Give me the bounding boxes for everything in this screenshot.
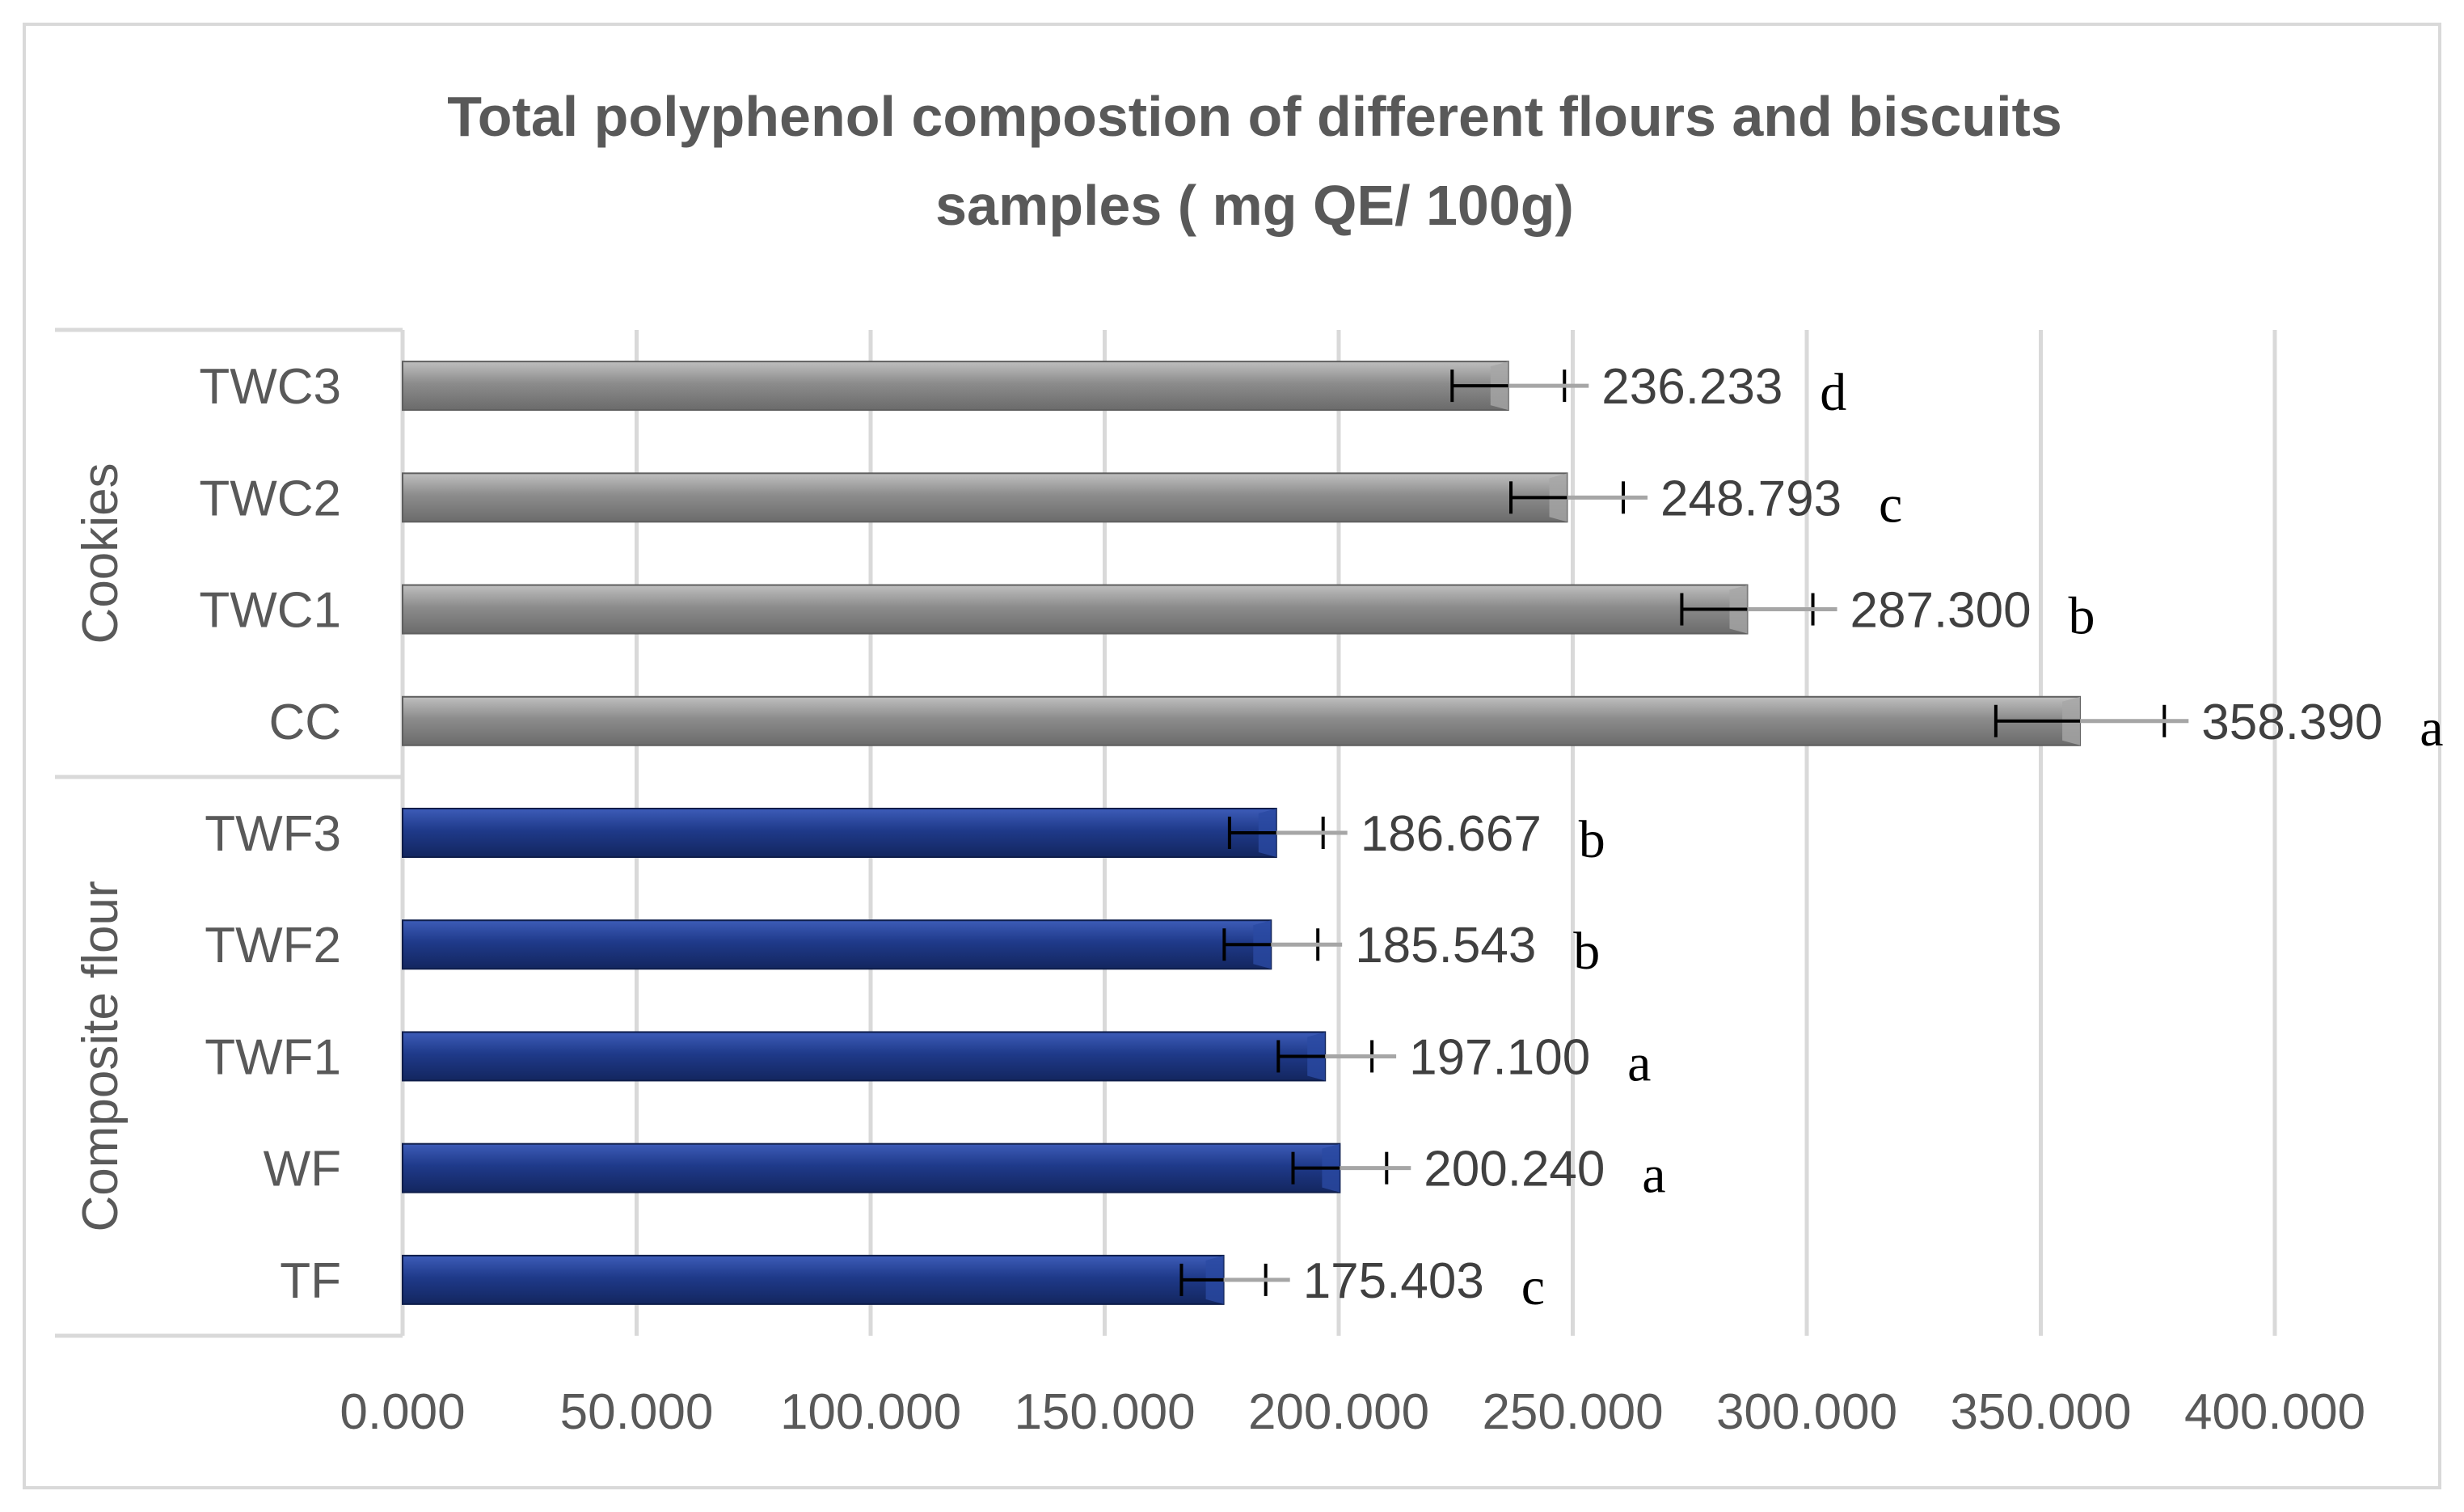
category-label: TWC3	[199, 359, 341, 415]
x-tick-label: 250.000	[1482, 1384, 1663, 1440]
category-label: CC	[268, 695, 341, 750]
x-tick-label: 100.000	[780, 1384, 961, 1440]
chart-title-line-1: Total polyphenol compostion of different…	[447, 85, 2062, 148]
category-label: TWF3	[205, 806, 341, 862]
x-tick-label: 150.000	[1014, 1384, 1195, 1440]
category-label: WF	[264, 1142, 341, 1197]
significance-letter: c	[1521, 1257, 1545, 1316]
data-label: 175.403	[1303, 1253, 1484, 1309]
bar	[402, 472, 1568, 523]
group-label: Cookies	[73, 462, 129, 644]
x-tick-label: 300.000	[1716, 1384, 1897, 1440]
category-label: TWC2	[199, 471, 341, 526]
x-tick-label: 200.000	[1248, 1384, 1429, 1440]
data-label: 185.543	[1355, 918, 1536, 974]
data-label: 358.390	[2201, 695, 2382, 750]
significance-letter: a	[1642, 1146, 1665, 1205]
chart-frame	[23, 23, 2441, 1489]
bar	[402, 1142, 1341, 1193]
data-label: 287.300	[1850, 583, 2032, 639]
significance-letter: a	[1627, 1033, 1651, 1092]
category-axis: Cookies Composite flour TWC3 TWC2 TWC1 CC TWF3…	[55, 327, 405, 1338]
category-label: TWC1	[199, 583, 341, 639]
category-label: TF	[280, 1253, 341, 1309]
significance-letter: c	[1879, 475, 1902, 534]
chart-title-line-2: samples ( mg QE/ 100g)	[935, 174, 1574, 237]
data-labels: 236.233 d 248.793 c 287.300 b 358.390 a 186.667 b…	[1303, 359, 2444, 1316]
x-axis-ticks: 0.000 50.000 100.000 150.000 200.000 250.000 3…	[340, 1384, 2365, 1440]
bar	[402, 1254, 1225, 1305]
bar	[402, 1031, 1327, 1082]
category-label: TWF1	[205, 1029, 341, 1085]
x-tick-label: 0.000	[340, 1384, 465, 1440]
significance-letter: b	[1579, 810, 1605, 869]
significance-letter: b	[2069, 587, 2095, 646]
x-tick-label: 50.000	[560, 1384, 714, 1440]
bar	[402, 695, 2082, 746]
bar	[402, 361, 1509, 412]
data-label: 236.233	[1601, 359, 1783, 415]
group-label: Composite flour	[73, 881, 129, 1231]
bar	[402, 584, 1749, 635]
bar	[402, 808, 1277, 858]
data-label: 186.667	[1361, 806, 1542, 862]
data-label: 197.100	[1409, 1029, 1590, 1085]
x-tick-label: 350.000	[1950, 1384, 2131, 1440]
bars	[402, 361, 2189, 1305]
x-tick-label: 400.000	[2184, 1384, 2365, 1440]
bar	[402, 919, 1272, 970]
category-label: TWF2	[205, 918, 341, 974]
data-label: 200.240	[1424, 1142, 1605, 1197]
significance-letter: a	[2420, 699, 2443, 758]
data-label: 248.793	[1660, 471, 1842, 526]
significance-letter: b	[1573, 922, 1600, 981]
significance-letter: d	[1820, 363, 1846, 422]
